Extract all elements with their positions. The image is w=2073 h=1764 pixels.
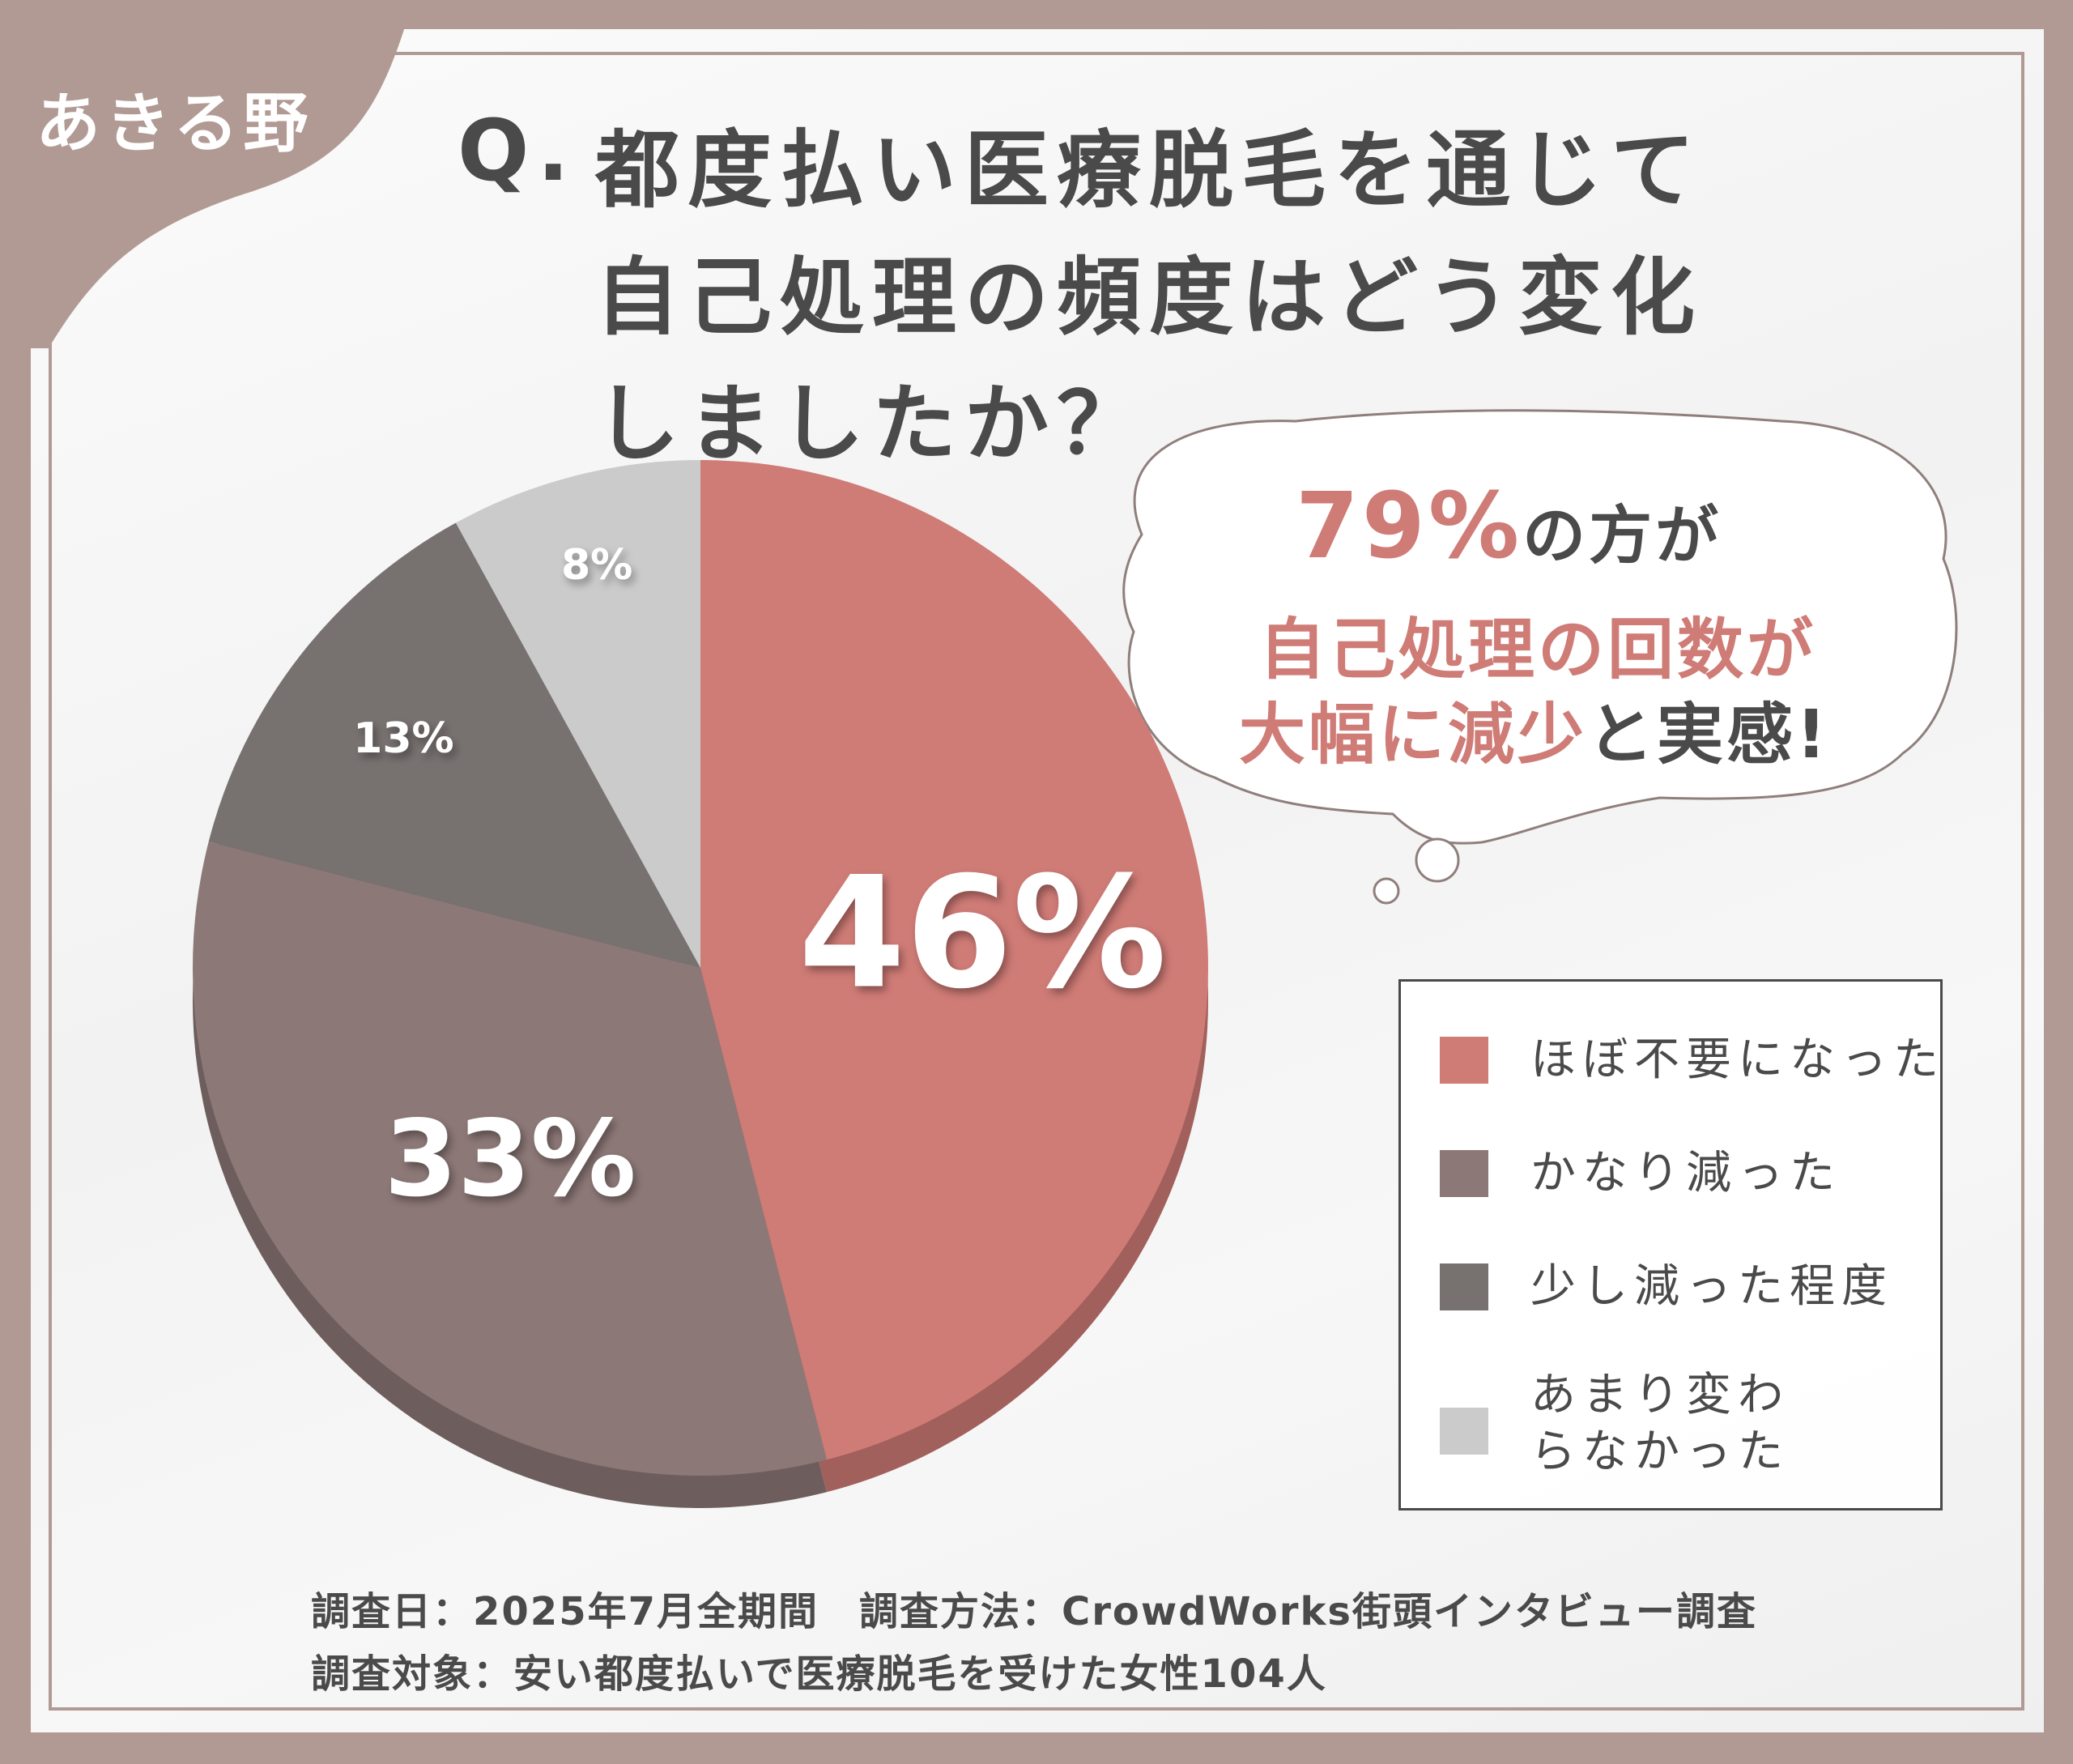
callout-percent: 79%: [1296, 474, 1523, 579]
location-badge: あきる野: [36, 86, 313, 161]
callout-line-3-text: と実感!: [1587, 697, 1830, 773]
question-line-1: 都度払い医療脱毛を通じて: [595, 121, 1704, 219]
callout-emphasis: 大幅に減少: [1239, 697, 1588, 773]
pie-slice: [455, 460, 700, 968]
legend-label: かなり減った: [1530, 1147, 1841, 1199]
legend-label: 少し減った程度: [1530, 1260, 1893, 1313]
bubble-dot-small: [1373, 877, 1400, 905]
pie-value-label: 13%: [353, 714, 453, 763]
pie-value-label: 8%: [561, 541, 632, 590]
legend-swatch: [1440, 1150, 1488, 1197]
question-mark-label: Q.: [458, 101, 577, 200]
pie-slice: [700, 460, 1208, 1460]
question-line-2: 自己処理の頻度はどう変化: [595, 248, 1704, 347]
survey-info-line-2: 調査対象：安い都度払いで医療脱毛を受けた女性104人: [311, 1651, 1327, 1697]
pie-chart: 46% 33% 13% 8%: [192, 460, 1208, 1508]
pie-value-label: 33%: [384, 1097, 636, 1220]
corner-tab: [0, 0, 413, 348]
thought-bubble: [1122, 409, 1958, 845]
pie-slice: [208, 522, 700, 968]
legend-swatch: [1440, 1408, 1488, 1455]
legend-label: あまり変わらなかった: [1530, 1369, 1790, 1478]
legend-label: ほぼ不要になった: [1530, 1033, 1945, 1086]
inner-frame: [49, 52, 2024, 1711]
callout-line-1-text: の方が: [1522, 500, 1722, 573]
pie-value-label: 46%: [798, 843, 1167, 1022]
question-line-3: しましたか？: [595, 374, 1150, 473]
legend-swatch: [1440, 1263, 1488, 1310]
survey-info-line-1: 調査日：2025年7月全期間 調査方法：CrowdWorks街頭インタビュー調査: [311, 1589, 1757, 1634]
callout-line-1: 79%の方が: [1296, 474, 1722, 579]
legend: ほぼ不要になった かなり減った 少し減った程度 あまり変わらなかった: [1398, 979, 1943, 1510]
callout-line-3: 大幅に減少と実感!: [1239, 680, 1829, 777]
pie-slice: [192, 842, 827, 1476]
legend-swatch: [1440, 1037, 1488, 1084]
bubble-dot-large: [1415, 837, 1460, 883]
callout-line-2: 自己処理の回数が: [1259, 611, 1817, 688]
